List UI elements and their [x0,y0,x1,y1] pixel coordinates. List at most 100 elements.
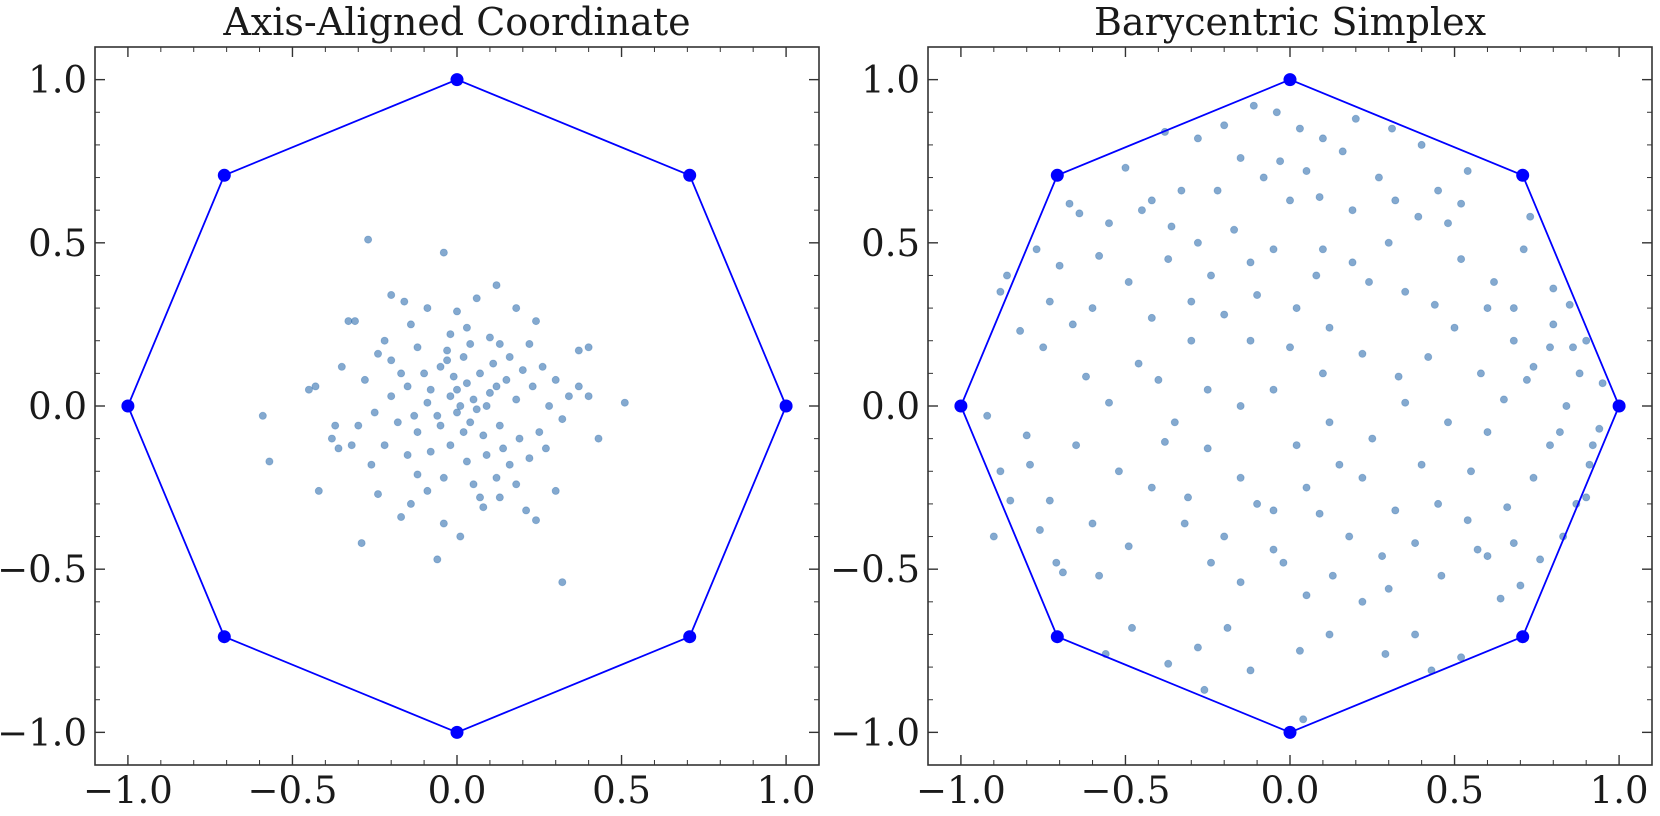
scatter-point [360,375,369,384]
subplot-title: Barycentric Simplex [1094,0,1486,44]
scatter-point [1184,493,1193,502]
scatter-point [420,369,429,378]
scatter-point [1365,277,1374,286]
plot-area [954,73,1626,739]
scatter-point [1236,153,1245,162]
octagon-vertex [1283,725,1297,739]
scatter-point [1187,336,1196,345]
scatter-point [1203,385,1212,394]
scatter-point [426,447,435,456]
scatter-point [393,418,402,427]
y-tick-label: 0.5 [861,222,920,265]
scatter-point [495,339,504,348]
octagon-vertex [217,168,231,182]
scatter-point [1105,398,1114,407]
scatter-point [1072,441,1081,450]
scatter-point [482,450,491,459]
scatter-point [364,235,373,244]
scatter-point [1253,290,1262,299]
plot-area [121,73,793,739]
scatter-point [1045,496,1054,505]
scatter-point [334,444,343,453]
scatter-point [1220,532,1229,541]
scatter-point [1381,650,1390,659]
scatter-point [1193,134,1202,143]
scatter-point [584,343,593,352]
scatter-point [495,493,504,502]
scatter-point [1259,173,1268,182]
octagon-vertex [1050,168,1064,182]
x-tick-label: −0.5 [248,769,338,812]
scatter-point [1315,193,1324,202]
scatter-point [1302,483,1311,492]
scatter-point [1022,431,1031,440]
scatter-point [1575,369,1584,378]
scatter-point [449,372,458,381]
scatter-point [1082,372,1091,381]
octagon-vertex [1516,630,1530,644]
scatter-point [1526,212,1535,221]
scatter-point [574,346,583,355]
scatter-point [620,398,629,407]
scatter-point [1016,326,1025,335]
scatter-point [1430,300,1439,309]
scatter-point [541,444,550,453]
scatter-point [1164,255,1173,264]
scatter-point [1437,571,1446,580]
scatter-point [1006,496,1015,505]
scatter-point [1549,320,1558,329]
scatter-point [462,379,471,388]
scatter-point [512,395,521,404]
scatter-point [502,375,511,384]
scatter-point [1522,375,1531,384]
scatter-point [1295,646,1304,655]
scatter-point [525,339,534,348]
scatter-point [512,480,521,489]
scatter-point [403,382,412,391]
scatter-point [472,294,481,303]
scatter-point [469,480,478,489]
scatter-point [357,539,366,548]
scatter-point [459,352,468,361]
scatter-point [1414,212,1423,221]
scatter-point [1562,401,1571,410]
y-tick-label: 0.5 [28,222,87,265]
scatter-point [452,385,461,394]
scatter-point [1207,271,1216,280]
x-tick-labels: −1.0 −0.5 0.0 0.5 1.0 [916,769,1649,812]
scatter-point [456,532,465,541]
scatter-point [1335,460,1344,469]
scatter-point [996,467,1005,476]
scatter-point [1160,437,1169,446]
scatter-point [996,287,1005,296]
octagon-vertex [450,725,464,739]
scatter-point [525,454,534,463]
scatter-point [350,317,359,326]
scatter-point [989,532,998,541]
scatter-point [1187,297,1196,306]
scatter-point [1292,304,1301,313]
scatter-point [1384,584,1393,593]
scatter-point [1394,372,1403,381]
scatter-point [1039,343,1048,352]
octagon-vertex [1516,168,1530,182]
scatter-point [558,578,567,587]
scatter-point [433,555,442,564]
scatter-point [1378,552,1387,561]
scatter-point [1490,277,1499,286]
scatter-point [387,290,396,299]
scatter-point [1483,552,1492,561]
scatter-point [413,428,422,437]
scatter-point [1272,108,1281,117]
scatter-point [1128,623,1137,632]
scatter-point [1318,134,1327,143]
y-tick-label: −0.5 [0,548,87,591]
scatter-point [327,434,336,443]
scatter-point [1114,467,1123,476]
scatter-point [380,336,389,345]
scatter-point [564,392,573,401]
octagon-vertex [217,630,231,644]
scatter-point [1052,558,1061,567]
octagon-vertex [1050,630,1064,644]
